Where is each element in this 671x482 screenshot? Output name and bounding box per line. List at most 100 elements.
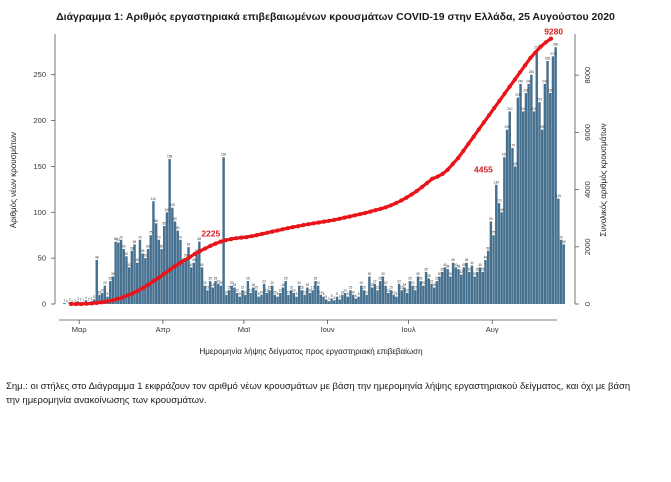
bar-data-label: 68 <box>198 237 202 241</box>
bar-data-label: 15 <box>376 286 380 290</box>
bar-data-label: 60 <box>160 244 164 248</box>
bar <box>219 285 223 304</box>
x-tick-label: Ιουλ <box>401 325 415 334</box>
bar-data-label: 8 <box>258 292 260 296</box>
cumulative-point <box>471 134 476 139</box>
cumulative-point <box>120 295 125 300</box>
bar-data-label: 20 <box>316 281 320 285</box>
cumulative-point <box>321 219 326 224</box>
cumulative-point <box>368 209 373 214</box>
bar <box>559 239 563 304</box>
bar <box>465 262 468 304</box>
bar-data-label: 15 <box>414 286 418 290</box>
bar-data-label: 85 <box>162 222 166 226</box>
cumulative-point <box>156 275 161 280</box>
cumulative-point <box>512 77 518 82</box>
bar-data-label: 40 <box>454 263 458 267</box>
bar-data-label: 250 <box>529 70 535 74</box>
bar <box>222 157 225 304</box>
cumulative-point <box>440 171 445 176</box>
bar-data-label: 8 <box>358 292 360 296</box>
bar <box>416 276 420 304</box>
bar-data-label: 20 <box>230 281 234 285</box>
bar <box>535 49 538 304</box>
bar <box>470 265 474 304</box>
y-axis-right-label: Συνολικός αριθμός κρουσμάτων <box>599 123 608 236</box>
bar-data-label: 35 <box>467 267 471 271</box>
bar <box>441 271 444 304</box>
bar-data-label: 12 <box>405 288 409 292</box>
bar-data-label: 12 <box>249 288 253 292</box>
cumulative-point <box>332 217 337 222</box>
cumulative-point <box>228 237 234 242</box>
bar-data-label: 25 <box>208 277 212 281</box>
bar-data-label: 240 <box>526 79 532 83</box>
bar-data-label: 10 <box>303 290 307 294</box>
bar <box>459 274 463 304</box>
cumulative-point <box>187 255 192 260</box>
cumulative-point <box>130 291 135 296</box>
bar <box>449 276 452 304</box>
bar <box>122 248 125 304</box>
cumulative-point <box>192 251 197 256</box>
bar <box>373 283 376 304</box>
bar-data-label: 10 <box>392 290 396 294</box>
bar <box>540 129 544 304</box>
bar <box>476 271 479 304</box>
bar <box>208 281 212 304</box>
bar <box>508 111 511 304</box>
bar <box>457 269 460 304</box>
cumulative-point <box>538 44 543 49</box>
cumulative-line <box>69 36 553 306</box>
bar-data-label: 10 <box>351 290 355 294</box>
bar <box>333 300 336 304</box>
bar <box>432 287 436 304</box>
bar-data-label: 20 <box>270 281 274 285</box>
bar-data-label: 12 <box>308 288 312 292</box>
bar-data-label: 70 <box>119 235 123 239</box>
bar-data-label: 22 <box>430 279 434 283</box>
bar <box>95 259 98 304</box>
bar-data-label: 10 <box>225 290 229 294</box>
bar <box>316 285 320 304</box>
bar-data-label: 18 <box>370 283 374 287</box>
bar <box>376 290 379 304</box>
bar-data-label: 190 <box>539 125 545 129</box>
bar-data-label: 45 <box>192 258 196 262</box>
bar <box>141 253 144 304</box>
bar-data-label: 62 <box>187 243 191 247</box>
bar <box>365 294 368 304</box>
bar <box>314 281 317 304</box>
bar <box>154 223 158 304</box>
bar <box>244 294 247 304</box>
cumulative-point <box>523 63 528 68</box>
bar <box>538 102 541 305</box>
bar-data-label: 20 <box>103 281 107 285</box>
bar-data-label: 240 <box>518 79 524 83</box>
bar <box>486 250 490 304</box>
bar-data-label: 5 <box>325 295 327 299</box>
bar <box>500 212 503 304</box>
bar <box>168 159 171 304</box>
bar-data-label: 65 <box>562 240 566 244</box>
cumulative-point <box>280 227 285 232</box>
bar <box>284 281 287 304</box>
bar <box>557 198 560 304</box>
cumulative-point <box>388 203 394 208</box>
cumulative-point <box>404 195 409 200</box>
bar <box>468 271 471 304</box>
bar-data-label: 10 <box>273 290 277 294</box>
cumulative-point <box>528 55 533 61</box>
bar <box>130 250 134 304</box>
cumulative-point <box>414 188 419 194</box>
bar-data-label: 0 <box>66 300 68 304</box>
bar-data-label: 4 <box>85 296 87 300</box>
bar-data-label: 5 <box>339 295 341 299</box>
bar <box>117 242 120 304</box>
bar <box>368 276 371 304</box>
bar-data-label: 15 <box>254 286 258 290</box>
bar-data-label: 210 <box>507 107 513 111</box>
bar-data-label: 12 <box>265 288 269 292</box>
bar-data-label: 50 <box>184 254 188 258</box>
